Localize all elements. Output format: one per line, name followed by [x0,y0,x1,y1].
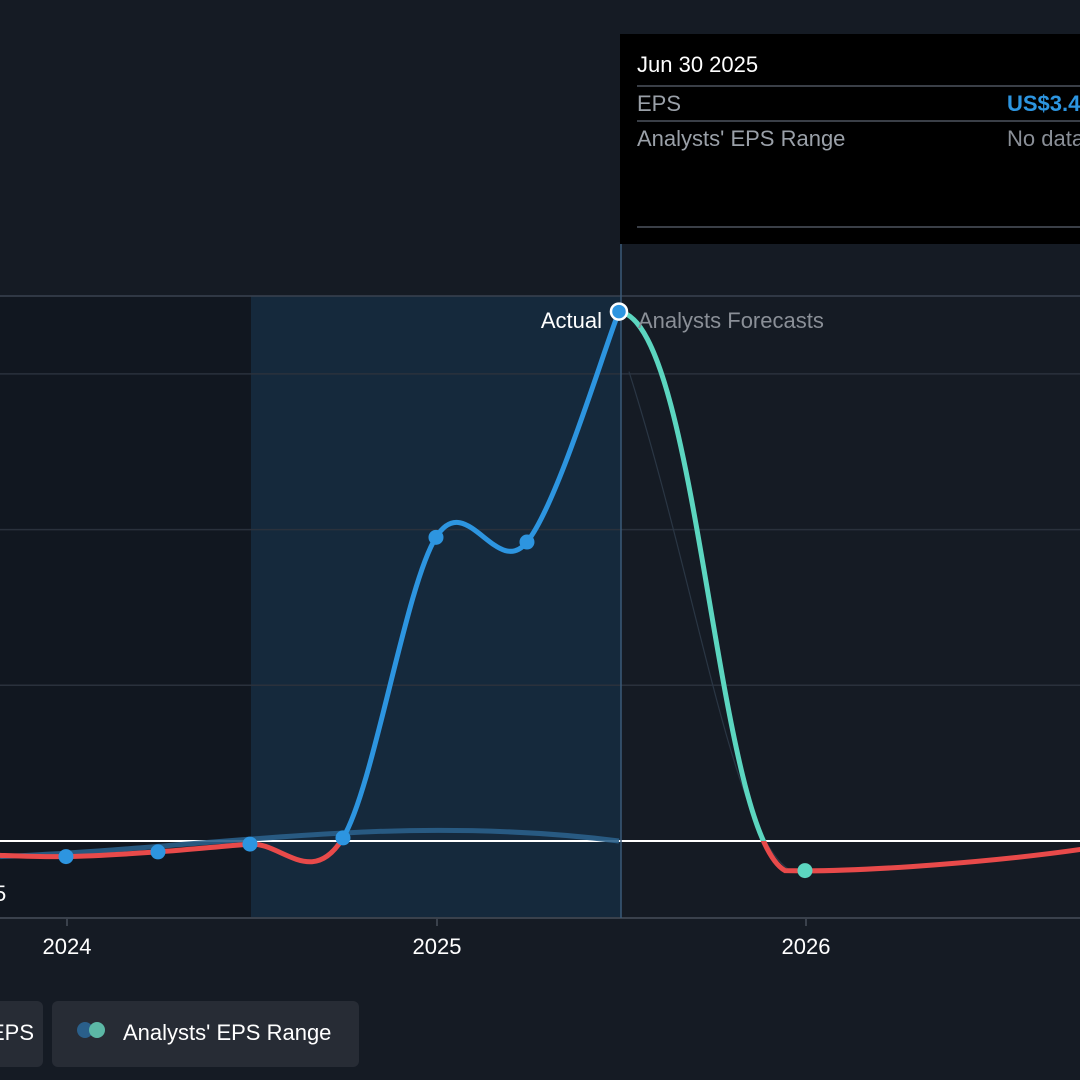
tooltip: Jun 30 2025 EPS US$3.4 Analysts' EPS Ran… [620,34,1080,244]
x-tick-label: 2024 [43,934,92,959]
y-tick-label-clipped: 5 [0,881,6,906]
tooltip-divider [637,226,1080,228]
legend-eps-label: EPS [0,1020,35,1045]
forecast-point [797,863,813,879]
range-dots-icon-2 [89,1022,105,1038]
actual-point [242,836,258,852]
forecast-eps-negative-line [760,841,1080,874]
legend-eps-button[interactable]: EPS [0,1001,43,1067]
grid-lines [0,295,1080,687]
actual-label: Actual [541,308,602,333]
forecast-label: Analysts Forecasts [638,308,824,333]
legend-range-button[interactable]: Analysts' EPS Range [52,1001,359,1067]
actual-point [150,844,166,860]
data-points [58,302,813,879]
legend-range-label: Analysts' EPS Range [123,1020,332,1045]
actual-eps-negative-line [0,841,344,865]
actual-point [428,529,444,545]
tooltip-eps-label: EPS [637,91,682,116]
past-shade-region [0,296,251,918]
x-axis-ticks: 2024 2025 2026 [43,918,831,959]
tooltip-eps-value: US$3.4 [1007,91,1080,116]
forecast-thin-line [628,371,796,874]
tooltip-range-label: Analysts' EPS Range [637,126,846,151]
tooltip-row-range: Analysts' EPS Range No data [637,120,1080,156]
actual-point [58,849,74,865]
x-tick-label: 2025 [413,934,462,959]
actual-point [519,534,535,550]
tooltip-row-eps: EPS US$3.4 [637,85,1080,121]
highlight-region [251,296,621,918]
actual-point [335,830,351,846]
x-tick-label: 2026 [782,934,831,959]
tooltip-range-value: No data [1007,126,1080,151]
forecast-eps-line [616,309,767,841]
current-point [609,302,629,321]
tooltip-date: Jun 30 2025 [637,52,759,77]
